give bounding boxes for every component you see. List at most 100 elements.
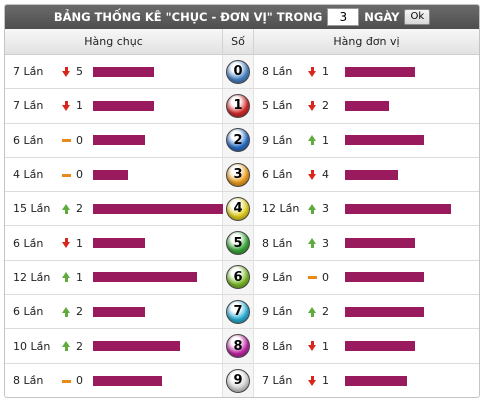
delta-value: 2 (321, 99, 329, 113)
delta-value: 1 (321, 339, 329, 353)
delta-value: 4 (321, 168, 329, 182)
arrow-down-icon (307, 375, 317, 386)
tens-cell: 7 Lần 1 (5, 89, 222, 122)
trend-indicator: 3 (307, 236, 329, 250)
digit-cell: 6 (222, 260, 254, 295)
arrow-up-icon (307, 238, 317, 249)
count-bar (93, 306, 145, 317)
table-row: 6 Lần 0 2 9 Lần 1 (5, 123, 479, 158)
tens-cell: 6 Lần 0 (5, 124, 222, 157)
trend-indicator: 1 (62, 271, 83, 284)
table-row: 10 Lần 2 8 8 Lần 1 (5, 329, 479, 364)
count-bar (93, 169, 128, 180)
stats-rows: 7 Lần 5 0 8 Lần 1 7 Lần 1 1 5 Lần 2 6 Lần 0 2 9 Lần 1 4… (5, 55, 479, 397)
tens-cell: 8 Lần 0 (5, 364, 222, 397)
digit-ball: 1 (226, 93, 251, 118)
digit-ball: 6 (226, 265, 251, 290)
trend-indicator: 2 (62, 305, 83, 318)
count-bar (93, 238, 145, 249)
trend-indicator: 1 (307, 134, 329, 147)
digit-ball: 7 (226, 299, 251, 324)
count-bar (344, 238, 415, 249)
count-label: 4 Lần (13, 168, 44, 182)
count-bar (93, 66, 154, 77)
arrow-up-icon (307, 135, 317, 146)
tens-cell: 15 Lần 2 (5, 192, 223, 225)
trend-indicator: 4 (307, 168, 329, 182)
units-cell: 6 Lần 4 (254, 158, 479, 191)
trend-indicator: 3 (307, 202, 329, 215)
delta-value: 1 (76, 236, 83, 250)
trend-indicator: 0 (62, 374, 83, 387)
dash-icon (62, 376, 71, 386)
delta-value: 0 (321, 270, 329, 284)
arrow-up-icon (62, 306, 71, 317)
count-label: 5 Lần (261, 99, 293, 113)
tens-cell: 12 Lần 1 (5, 261, 222, 294)
count-label: 9 Lần (261, 305, 293, 319)
units-cell: 5 Lần 2 (254, 89, 479, 122)
count-label: 6 Lần (261, 168, 293, 182)
count-label: 8 Lần (13, 374, 44, 388)
arrow-up-icon (62, 341, 71, 352)
digit-cell: 2 (222, 123, 254, 157)
table-row: 8 Lần 0 9 7 Lần 1 (5, 363, 479, 397)
delta-value: 2 (321, 305, 329, 319)
count-bar (344, 341, 415, 352)
digit-cell: 1 (222, 89, 254, 123)
delta-value: 1 (76, 99, 83, 113)
count-label: 12 Lần (13, 270, 51, 284)
column-headers: Hàng chục Số Hàng đơn vị (5, 29, 479, 55)
arrow-down-icon (307, 100, 317, 111)
arrow-up-icon (307, 203, 317, 214)
count-label: 8 Lần (261, 339, 293, 353)
count-bar (344, 100, 389, 111)
delta-value: 2 (76, 305, 83, 319)
delta-value: 1 (321, 65, 329, 79)
tens-cell: 10 Lần 2 (5, 329, 222, 362)
delta-value: 5 (76, 65, 83, 79)
trend-indicator: 2 (62, 340, 83, 353)
arrow-down-icon (307, 66, 317, 77)
count-bar (93, 272, 197, 283)
delta-value: 3 (321, 236, 329, 250)
count-label: 9 Lần (261, 133, 293, 147)
trend-indicator: 1 (307, 374, 329, 388)
trend-indicator: 0 (62, 168, 83, 181)
column-header-tens: Hàng chục (84, 35, 143, 48)
digit-ball: 5 (226, 231, 251, 256)
units-cell: 9 Lần 1 (254, 124, 479, 157)
count-label: 6 Lần (13, 133, 44, 147)
digit-ball: 2 (226, 128, 251, 153)
trend-indicator: 1 (62, 237, 83, 250)
trend-indicator: 1 (62, 99, 83, 112)
digit-cell: 9 (222, 363, 254, 397)
delta-value: 1 (321, 374, 329, 388)
column-header-units: Hàng đơn vị (333, 35, 400, 48)
table-row: 4 Lần 0 3 6 Lần 4 (5, 157, 479, 193)
stats-panel: BẢNG THỐNG KÊ "CHỤC - ĐƠN VỊ" TRONG NGÀY… (4, 4, 480, 398)
count-label: 7 Lần (261, 374, 293, 388)
tens-cell: 7 Lần 5 (5, 55, 222, 88)
digit-cell: 5 (222, 226, 254, 260)
units-cell: 9 Lần 2 (254, 295, 479, 328)
trend-indicator: 0 (62, 134, 83, 147)
units-cell: 12 Lần 3 (254, 192, 479, 225)
ok-button[interactable]: Ok (404, 9, 431, 25)
panel-title: BẢNG THỐNG KÊ "CHỤC - ĐƠN VỊ" TRONG (53, 10, 323, 24)
trend-indicator: 0 (307, 270, 329, 284)
count-bar (344, 272, 424, 283)
count-bar (93, 341, 180, 352)
tens-cell: 6 Lần 1 (5, 226, 222, 259)
count-bar (344, 135, 424, 146)
trend-indicator: 2 (307, 305, 329, 319)
count-bar (344, 375, 407, 386)
units-cell: 8 Lần 1 (254, 329, 479, 362)
count-label: 8 Lần (261, 65, 293, 79)
arrow-up-icon (62, 272, 71, 283)
digit-cell: 8 (222, 329, 254, 363)
arrow-down-icon (307, 169, 317, 180)
delta-value: 1 (76, 270, 83, 284)
days-input[interactable] (327, 8, 360, 26)
arrow-down-icon (62, 66, 71, 77)
